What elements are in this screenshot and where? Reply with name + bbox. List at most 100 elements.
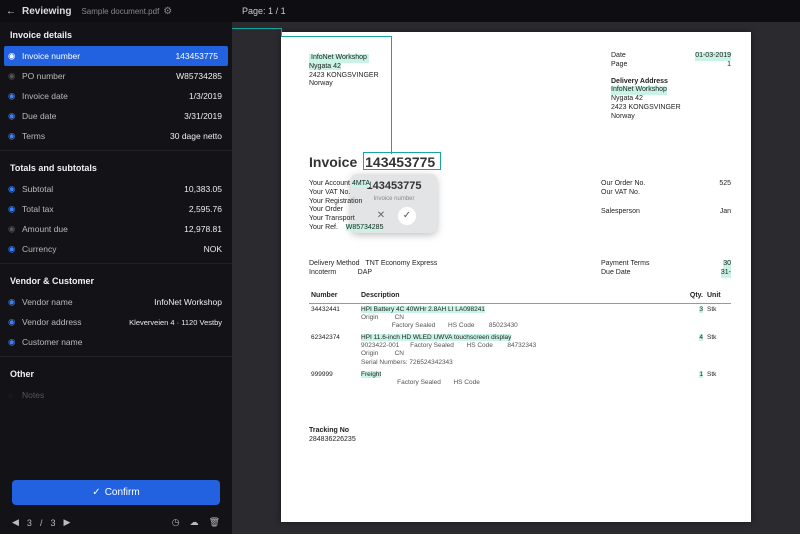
trash-icon[interactable]: 🗑 xyxy=(209,517,220,528)
document-pager: ◀ 3 / 3 ▶ ◷ ☁ 🗑 xyxy=(0,513,232,534)
eye-icon[interactable]: ◉ xyxy=(8,71,15,82)
field-amount-due[interactable]: ◉ Amount due 12,978.81 xyxy=(0,219,232,239)
gear-icon[interactable]: ⚙ xyxy=(163,6,172,17)
th-unit: Unit xyxy=(705,290,731,303)
delivery-line2: Nygata 42 xyxy=(611,95,643,102)
field-customer-name[interactable]: ◉ Customer name xyxy=(0,332,232,352)
doc-date: 01-03-2019 xyxy=(695,52,731,61)
eye-icon[interactable]: ◉ xyxy=(8,184,15,195)
clock-icon[interactable]: ◷ xyxy=(172,517,180,528)
back-icon[interactable]: ← xyxy=(6,6,16,17)
field-label: Terms xyxy=(22,131,170,141)
rd-order-l: Our Order No. xyxy=(601,180,645,187)
prev-icon[interactable]: ◀ xyxy=(12,517,19,528)
ship-method-v: TNT Economy Express xyxy=(365,260,437,267)
divider xyxy=(0,150,232,151)
eye-icon[interactable]: ◉ xyxy=(8,91,15,102)
panel-topbar: ← Reviewing Sample document.pdf ⚙ xyxy=(0,0,232,22)
doc-sender-line2: Nygata 42 xyxy=(309,63,341,70)
ld-ref-l: Your Ref. xyxy=(309,224,338,231)
next-icon[interactable]: ▶ xyxy=(63,517,70,528)
ld-acct-v: 4MTA xyxy=(352,180,370,187)
doc-tracking: Tracking No 284836226235 xyxy=(309,427,356,445)
doc-shipping-row: Delivery Method TNT Economy Express Inco… xyxy=(309,260,731,278)
divider xyxy=(0,356,232,357)
eye-icon[interactable]: ◉ xyxy=(8,337,15,348)
ship-pay-v: 30 xyxy=(723,260,731,269)
selection-box[interactable] xyxy=(363,152,441,170)
field-label: Amount due xyxy=(22,224,184,234)
doc-sender-line4: Norway xyxy=(309,80,333,87)
table-row: 62342374HPI 11.6-inch HD WLED UWVA touch… xyxy=(309,332,731,369)
field-due-date[interactable]: ◉ Due date 3/31/2019 xyxy=(0,106,232,126)
cell-qty: 3 xyxy=(679,303,705,332)
eye-icon[interactable]: ◉ xyxy=(8,317,15,328)
field-total-tax[interactable]: ◉ Total tax 2,595.76 xyxy=(0,199,232,219)
fields-panel: Invoice details ◉ Invoice number 1434537… xyxy=(0,22,232,472)
eye-icon[interactable]: ◉ xyxy=(8,204,15,215)
field-currency[interactable]: ◉ Currency NOK xyxy=(0,239,232,259)
ship-method-l: Delivery Method xyxy=(309,260,360,267)
cell-unit: Stk xyxy=(705,332,731,369)
pager-total: 3 xyxy=(50,518,55,528)
canvas[interactable]: InfoNet Workshop Nygata 42 2423 KONGSVIN… xyxy=(232,22,800,534)
field-notes[interactable]: ○ Notes xyxy=(0,385,232,405)
field-value: 1/3/2019 xyxy=(189,91,222,101)
eye-icon[interactable]: ◉ xyxy=(8,297,15,308)
doc-meta: Date 01-03-2019 Page 1 Delivery Address … xyxy=(611,52,731,121)
page-indicator-bar: Page: 1 / 1 xyxy=(232,0,800,22)
cell-unit: Stk xyxy=(705,303,731,332)
document-page[interactable]: InfoNet Workshop Nygata 42 2423 KONGSVIN… xyxy=(281,32,751,522)
field-vendor-address[interactable]: ◉ Vendor address Kleverveien 4 · 1120 Ve… xyxy=(0,312,232,332)
doc-sender-line3: 2423 KONGSVINGER xyxy=(309,72,379,79)
section-heading-invoice: Invoice details xyxy=(0,22,232,46)
field-value: 12,978.81 xyxy=(184,224,222,234)
field-value: InfoNet Workshop xyxy=(154,297,222,307)
cloud-upload-icon[interactable]: ☁ xyxy=(190,517,199,528)
divider xyxy=(0,263,232,264)
field-subtotal[interactable]: ◉ Subtotal 10,383.05 xyxy=(0,179,232,199)
eye-icon[interactable]: ◉ xyxy=(8,131,15,142)
section-heading-totals: Totals and subtotals xyxy=(0,155,232,179)
rd-order-v: 525 xyxy=(719,180,731,189)
eye-icon[interactable]: ◉ xyxy=(8,244,15,255)
field-value: 143453775 xyxy=(175,51,218,61)
field-invoice-date[interactable]: ◉ Invoice date 1/3/2019 xyxy=(0,86,232,106)
eye-icon[interactable]: ◉ xyxy=(8,224,15,235)
doc-date-label: Date xyxy=(611,52,626,59)
invoice-word: Invoice xyxy=(309,154,357,170)
th-desc: Description xyxy=(359,290,679,303)
cell-desc: Freight Factory Sealed HS Code xyxy=(359,369,679,389)
field-value: 10,383.05 xyxy=(184,184,222,194)
eye-icon[interactable]: ◉ xyxy=(8,111,15,122)
field-label: Due date xyxy=(22,111,184,121)
check-icon: ✓ xyxy=(403,210,411,223)
doc-sender-name: InfoNet Workshop xyxy=(309,54,369,63)
field-label: Vendor name xyxy=(22,297,154,307)
ship-inco-v: DAP xyxy=(358,269,372,276)
ld-acct-l: Your Account xyxy=(309,180,350,187)
field-po-number[interactable]: ◉ PO number W85734285 xyxy=(0,66,232,86)
connector-line xyxy=(391,36,392,154)
section-heading-other: Other xyxy=(0,361,232,385)
doc-page-label: Page xyxy=(611,61,627,68)
field-value: 3/31/2019 xyxy=(184,111,222,121)
doc-page: 1 xyxy=(727,61,731,70)
rd-vat: Our VAT No. xyxy=(601,189,731,198)
circle-icon[interactable]: ○ xyxy=(8,390,13,400)
pager-current: 3 xyxy=(27,518,32,528)
field-vendor-name[interactable]: ◉ Vendor name InfoNet Workshop xyxy=(0,292,232,312)
cell-desc: HPI Battery 4C 40WHr 2.8AH LI LA098241Or… xyxy=(359,303,679,332)
connector-line xyxy=(281,28,282,36)
confirm-label: Confirm xyxy=(105,487,140,498)
field-terms[interactable]: ◉ Terms 30 dage netto xyxy=(0,126,232,146)
popover-accept-button[interactable]: ✓ xyxy=(398,207,416,225)
eye-icon[interactable]: ◉ xyxy=(8,51,15,62)
field-invoice-number[interactable]: ◉ Invoice number 143453775 xyxy=(4,46,228,66)
field-label: Notes xyxy=(22,390,222,400)
confirm-button[interactable]: ✓ Confirm xyxy=(12,480,220,505)
rd-sales-v: Jan xyxy=(720,208,731,217)
table-row: 999999Freight Factory Sealed HS Code1Stk xyxy=(309,369,731,389)
delivery-line4: Norway xyxy=(611,113,635,120)
cell-number: 62342374 xyxy=(309,332,359,369)
